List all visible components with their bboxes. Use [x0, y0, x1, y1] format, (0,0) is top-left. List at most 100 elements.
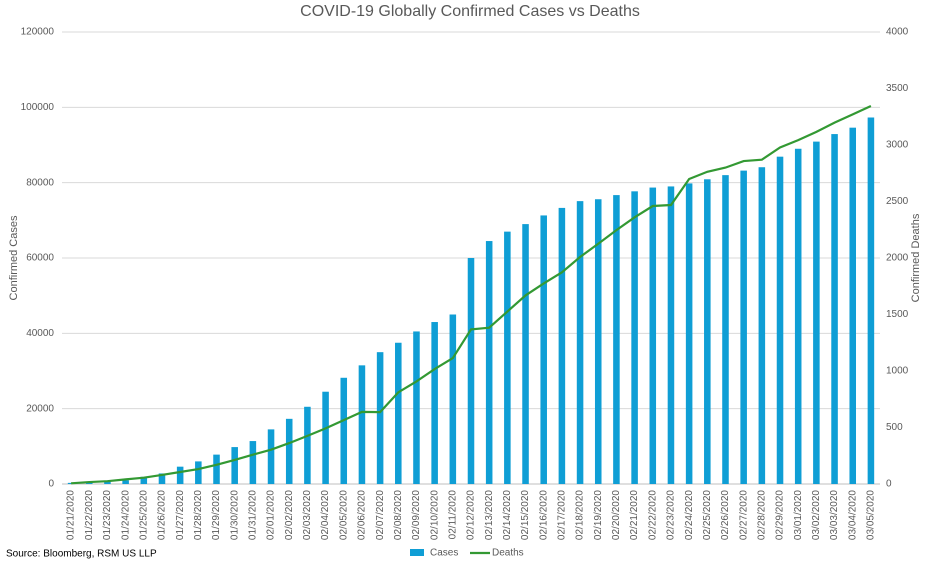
- x-tick-label: 03/01/2020: [793, 490, 804, 540]
- x-tick-label: 02/02/2020: [284, 490, 295, 540]
- bar: [67, 482, 75, 484]
- bar: [831, 134, 838, 484]
- x-tick-label: 01/31/2020: [248, 490, 259, 540]
- x-tick-label: 02/18/2020: [575, 490, 586, 540]
- x-tick-label: 01/22/2020: [84, 490, 95, 540]
- bar: [813, 141, 820, 485]
- bar: [449, 314, 457, 484]
- x-tick-label: 02/15/2020: [520, 490, 531, 540]
- legend-label: Cases: [430, 548, 458, 559]
- y2-tick-label: 2500: [886, 196, 909, 207]
- bar: [776, 156, 784, 484]
- bar: [340, 377, 348, 484]
- x-tick-label: 02/10/2020: [429, 490, 440, 540]
- x-tick-label: 02/01/2020: [266, 490, 277, 540]
- legend-swatch: [410, 549, 424, 556]
- y2-tick-label: 2000: [886, 253, 909, 264]
- bar: [231, 447, 238, 484]
- bar: [140, 476, 148, 484]
- bar: [722, 175, 729, 484]
- x-tick-label: 02/16/2020: [538, 490, 549, 540]
- x-tick-label: 02/05/2020: [338, 490, 349, 540]
- bar: [631, 191, 638, 484]
- x-tick-label: 02/06/2020: [357, 490, 368, 540]
- y-tick-label: 40000: [26, 328, 54, 339]
- y-axis-title: Confirmed Cases: [8, 215, 20, 300]
- y2-tick-label: 3000: [886, 140, 909, 151]
- x-tick-label: 03/02/2020: [811, 490, 822, 540]
- bar: [649, 187, 657, 484]
- bar: [704, 179, 711, 484]
- bar: [358, 365, 366, 484]
- bar: [558, 207, 566, 485]
- x-tick-label: 02/04/2020: [320, 490, 331, 540]
- bar: [467, 258, 475, 484]
- bar: [667, 186, 675, 484]
- bar: [867, 117, 875, 485]
- x-tick-label: 01/23/2020: [102, 490, 113, 540]
- bar: [322, 391, 329, 484]
- bar: [522, 224, 529, 484]
- x-tick-label: 02/28/2020: [756, 490, 767, 540]
- x-tick-label: 02/22/2020: [647, 490, 658, 540]
- x-tick-label: 02/11/2020: [447, 490, 458, 540]
- y2-tick-label: 1000: [886, 366, 909, 377]
- x-tick-label: 02/12/2020: [466, 490, 477, 540]
- x-tick-label: 02/20/2020: [611, 490, 622, 540]
- x-tick-label: 02/13/2020: [484, 490, 495, 540]
- x-tick-label: 01/29/2020: [211, 490, 222, 540]
- x-tick-label: 01/21/2020: [66, 490, 77, 540]
- bar: [395, 342, 402, 484]
- x-tick-label: 02/21/2020: [629, 490, 640, 540]
- x-tick-label: 02/17/2020: [557, 490, 568, 540]
- bar: [740, 170, 747, 484]
- y2-tick-label: 500: [886, 422, 903, 433]
- bar: [413, 331, 420, 484]
- bar: [158, 473, 166, 484]
- bar: [794, 148, 802, 484]
- bar: [249, 441, 257, 484]
- bar: [376, 352, 384, 484]
- bar: [267, 429, 275, 484]
- bar: [685, 183, 693, 485]
- x-tick-label: 01/30/2020: [229, 490, 240, 540]
- bar: [485, 241, 493, 484]
- x-tick-label: 01/27/2020: [175, 490, 186, 540]
- y2-axis-title: Confirmed Deaths: [910, 213, 922, 302]
- y-tick-label: 20000: [26, 403, 54, 414]
- y-tick-label: 100000: [21, 102, 55, 113]
- x-tick-label: 02/23/2020: [666, 490, 677, 540]
- bar: [613, 195, 620, 484]
- bar: [849, 127, 857, 484]
- y-tick-label: 0: [48, 479, 54, 490]
- bar: [594, 199, 602, 485]
- x-tick-label: 02/07/2020: [375, 490, 386, 540]
- chart-title: COVID-19 Globally Confirmed Cases vs Dea…: [300, 3, 640, 20]
- x-tick-label: 03/04/2020: [847, 490, 858, 540]
- y2-tick-label: 0: [886, 479, 892, 490]
- y-tick-label: 60000: [26, 253, 54, 264]
- x-tick-label: 02/24/2020: [684, 490, 695, 540]
- bar: [504, 231, 511, 484]
- bar: [122, 480, 129, 484]
- y-tick-label: 80000: [26, 177, 54, 188]
- bar: [304, 406, 311, 484]
- x-tick-label: 02/26/2020: [720, 490, 731, 540]
- y2-tick-label: 1500: [886, 309, 909, 320]
- y-tick-label: 120000: [21, 27, 55, 38]
- bar: [285, 418, 293, 484]
- x-tick-label: 02/08/2020: [393, 490, 404, 540]
- bar: [195, 461, 202, 484]
- line: [71, 105, 872, 485]
- bar: [104, 481, 111, 484]
- legend-label: Deaths: [492, 548, 524, 559]
- x-tick-label: 02/09/2020: [411, 490, 422, 540]
- x-tick-label: 02/25/2020: [702, 490, 713, 540]
- bar: [213, 454, 220, 484]
- bar: [431, 322, 438, 484]
- x-tick-label: 03/03/2020: [829, 490, 840, 540]
- x-tick-label: 02/29/2020: [775, 490, 786, 540]
- x-tick-label: 02/14/2020: [502, 490, 513, 540]
